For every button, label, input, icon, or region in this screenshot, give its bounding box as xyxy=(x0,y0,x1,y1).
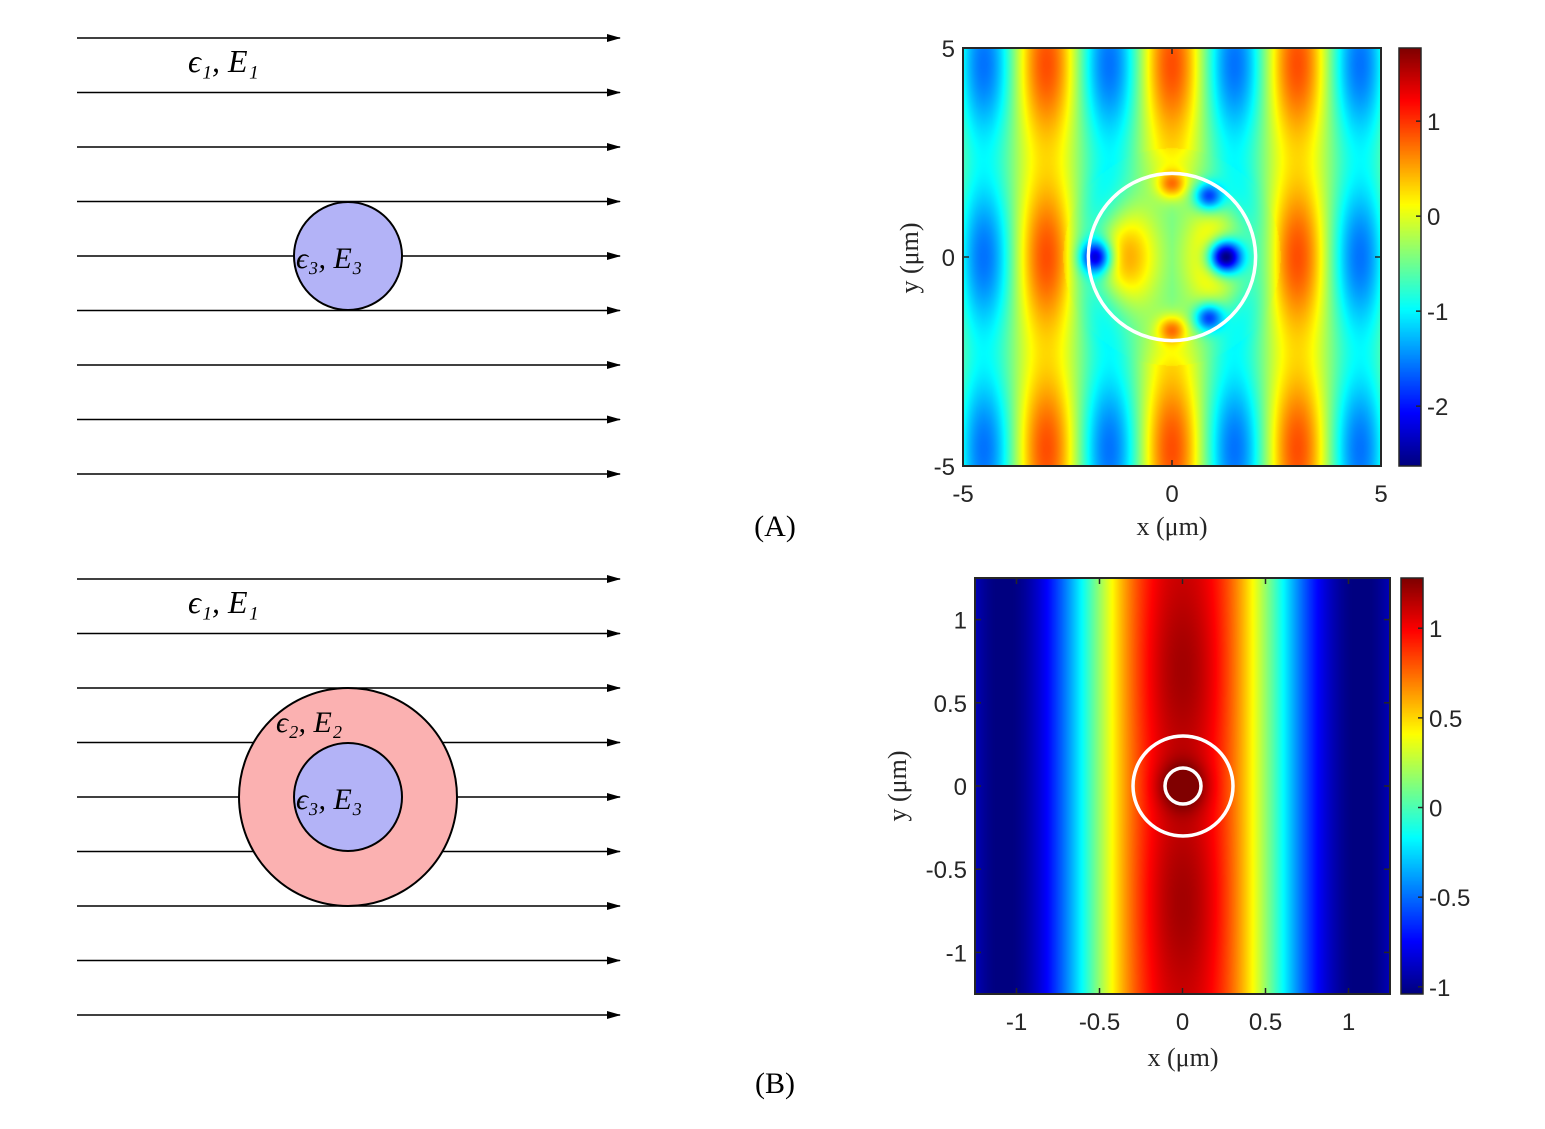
panel-label-a: (A) xyxy=(754,510,796,543)
core-label-a: ϵ₃, E₃ xyxy=(296,242,362,275)
y-tick-label: -1 xyxy=(946,940,967,967)
core-sphere-a xyxy=(293,201,403,311)
colorbar-tick-label: 1 xyxy=(1429,616,1442,643)
x-axis-label-b: x (μm) xyxy=(1148,1043,1219,1072)
colorbar-tick-label: 0.5 xyxy=(1429,706,1462,733)
colorbar-tick-label: 0 xyxy=(1429,796,1442,823)
core-label-b: ϵ₃, E₃ xyxy=(296,783,362,816)
y-tick-label: 1 xyxy=(954,608,967,635)
colorbar-tick-label: 1 xyxy=(1427,109,1440,136)
x-tick-label: -1 xyxy=(1006,1009,1027,1036)
sphere-outline-a xyxy=(1086,171,1258,343)
x-tick-label: 5 xyxy=(1374,481,1387,508)
shell-outline-b xyxy=(1131,734,1235,838)
y-tick-label: 5 xyxy=(942,36,955,63)
core-sphere-b xyxy=(293,742,403,852)
plot-frame-a xyxy=(962,47,1382,467)
y-tick-label: 0 xyxy=(942,245,955,272)
y-tick-label: 0.5 xyxy=(934,691,967,718)
colorbar-b xyxy=(1401,578,1423,994)
heatmap-b xyxy=(975,578,1390,994)
medium-label-b: ϵ₁, E₁ xyxy=(188,584,259,620)
core-outline-b xyxy=(1163,766,1203,806)
plot-frame-b xyxy=(974,577,1391,995)
colorbar-tick-label: -1 xyxy=(1427,299,1448,326)
y-tick-label: 0 xyxy=(954,774,967,801)
colorbar-a xyxy=(1399,48,1421,466)
y-axis-label-b: y (μm) xyxy=(883,751,912,822)
shell-label-b: ϵ₂, E₂ xyxy=(276,706,342,739)
field-lines-b xyxy=(77,575,621,1019)
colorbar-frame-b xyxy=(1400,577,1424,995)
panel-label-b: (B) xyxy=(755,1067,795,1100)
x-axis-label-a: x (μm) xyxy=(1137,512,1208,541)
y-tick-label: -5 xyxy=(934,454,955,481)
x-tick-label: -0.5 xyxy=(1079,1009,1120,1036)
x-tick-label: 0 xyxy=(1176,1009,1189,1036)
x-tick-label: 0.5 xyxy=(1249,1009,1282,1036)
x-tick-label: 0 xyxy=(1165,481,1178,508)
heatmap-a xyxy=(963,48,1381,466)
y-tick-label: -0.5 xyxy=(926,857,967,884)
x-tick-label: -5 xyxy=(952,481,973,508)
colorbar-tick-label: -2 xyxy=(1427,394,1448,421)
y-axis-label-a: y (μm) xyxy=(895,223,924,294)
x-tick-label: 1 xyxy=(1342,1009,1355,1036)
colorbar-tick-label: -0.5 xyxy=(1429,885,1470,912)
colorbar-tick-label: -1 xyxy=(1429,975,1450,1002)
medium-label-a: ϵ₁, E₁ xyxy=(188,43,259,79)
colorbar-frame-a xyxy=(1398,47,1422,467)
colorbar-tick-label: 0 xyxy=(1427,204,1440,231)
